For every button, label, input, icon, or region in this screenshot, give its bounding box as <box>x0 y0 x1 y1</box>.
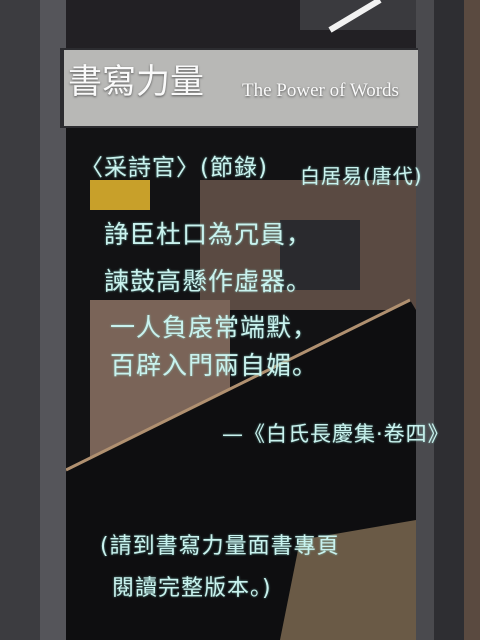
header-title: 書寫力量 <box>68 62 204 102</box>
note-line: 閱讀完整版本。) <box>112 576 272 601</box>
header-label <box>64 50 418 126</box>
header-subtitle: The Power of Words <box>242 80 399 101</box>
poem-line: 諍臣杜口為冗員， <box>104 220 313 249</box>
ceiling-light <box>328 0 382 33</box>
note-line: (請到書寫力量面書專頁 <box>100 534 340 559</box>
sign <box>90 180 150 210</box>
frame-right-edge <box>416 0 434 640</box>
poem-line: 諫鼓高懸作虛器。 <box>104 267 313 296</box>
poem-source: —《白氏長慶集·卷四》 <box>222 422 450 446</box>
poem-author: 白居易(唐代) <box>300 164 423 188</box>
floor <box>280 520 416 640</box>
poem-title: 〈采詩官〉(節錄) <box>80 155 268 181</box>
window <box>280 220 360 290</box>
wall-right <box>464 0 480 640</box>
poem-line: 百辟入門兩自媚。 <box>110 351 319 380</box>
poem-line: 一人負扆常端默， <box>110 313 319 342</box>
handrail <box>65 298 411 472</box>
